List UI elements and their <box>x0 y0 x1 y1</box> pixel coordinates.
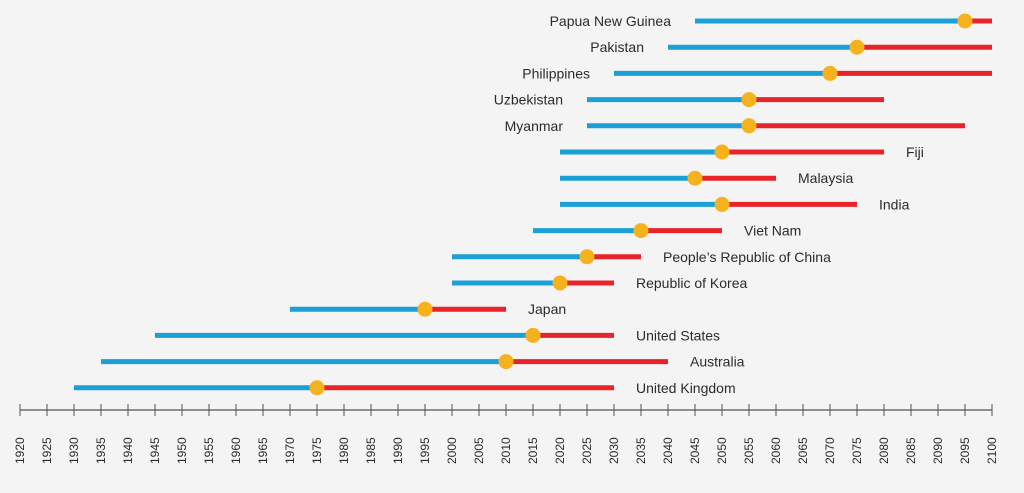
country-label: Malaysia <box>798 170 853 186</box>
country-row: People’s Republic of China <box>452 249 831 265</box>
marker-dot <box>309 380 325 396</box>
x-tick-label: 2000 <box>445 437 459 464</box>
x-tick-label: 1960 <box>229 437 243 464</box>
country-label: Myanmar <box>505 118 564 134</box>
country-label: Australia <box>690 354 745 370</box>
x-tick-label: 1920 <box>13 437 27 464</box>
x-tick-label: 2035 <box>634 437 648 464</box>
x-tick-label: 1990 <box>391 437 405 464</box>
x-tick-label: 2045 <box>688 437 702 464</box>
x-tick-label: 2030 <box>607 437 621 464</box>
country-label: Viet Nam <box>744 223 801 239</box>
x-tick-label: 2095 <box>958 437 972 464</box>
country-label: United States <box>636 327 720 343</box>
marker-dot <box>741 92 757 108</box>
x-tick-label: 2020 <box>553 437 567 464</box>
x-tick-label: 2075 <box>850 437 864 464</box>
country-label: Republic of Korea <box>636 275 748 291</box>
country-label: Philippines <box>522 65 590 81</box>
x-tick-label: 1975 <box>310 437 324 464</box>
country-row: India <box>560 196 910 212</box>
x-tick-label: 1980 <box>337 437 351 464</box>
x-tick-label: 1995 <box>418 437 432 464</box>
country-label: Papua New Guinea <box>550 13 672 29</box>
x-tick-label: 2005 <box>472 437 486 464</box>
x-tick-label: 2025 <box>580 437 594 464</box>
x-tick-label: 2015 <box>526 437 540 464</box>
country-label: People’s Republic of China <box>663 249 831 265</box>
x-tick-label: 1955 <box>202 437 216 464</box>
marker-dot <box>957 13 973 29</box>
marker-dot <box>498 354 514 370</box>
marker-dot <box>579 249 595 265</box>
marker-dot <box>633 223 649 239</box>
x-tick-label: 2060 <box>769 437 783 464</box>
x-tick-label: 1940 <box>121 437 135 464</box>
x-axis: 1920 1925 1930 1935 1940 1945 1950 1955 1960 1965… <box>13 404 999 464</box>
country-row: Philippines <box>522 65 992 81</box>
x-tick-label: 2090 <box>931 437 945 464</box>
country-row: Fiji <box>560 144 924 160</box>
country-label: Uzbekistan <box>494 92 563 108</box>
x-tick-label: 1930 <box>67 437 81 464</box>
country-label: Fiji <box>906 144 924 160</box>
x-tick-label: 2100 <box>985 437 999 464</box>
country-row: Myanmar <box>505 118 965 134</box>
country-label: United Kingdom <box>636 380 736 396</box>
marker-dot <box>714 196 730 212</box>
marker-dot <box>417 301 433 317</box>
marker-dot <box>687 170 703 186</box>
country-row: United Kingdom <box>74 380 736 396</box>
country-row: Malaysia <box>560 170 853 186</box>
country-label: Pakistan <box>590 39 644 55</box>
x-tick-label: 1985 <box>364 437 378 464</box>
country-row: Japan <box>290 301 566 317</box>
x-tick-label: 1970 <box>283 437 297 464</box>
x-tick-label: 2085 <box>904 437 918 464</box>
country-row: Pakistan <box>590 39 992 55</box>
marker-dot <box>714 144 730 160</box>
x-tick-label: 2050 <box>715 437 729 464</box>
x-tick-label: 2065 <box>796 437 810 464</box>
marker-dot <box>552 275 568 291</box>
x-tick-label: 1925 <box>40 437 54 464</box>
country-label: Japan <box>528 301 566 317</box>
country-row: Australia <box>101 354 745 370</box>
x-tick-label: 1950 <box>175 437 189 464</box>
country-row: Viet Nam <box>533 223 801 239</box>
marker-dot <box>741 118 757 134</box>
x-tick-label: 1945 <box>148 437 162 464</box>
country-row: Uzbekistan <box>494 92 884 108</box>
x-tick-label: 2055 <box>742 437 756 464</box>
marker-dot <box>525 327 541 343</box>
x-tick-label: 2080 <box>877 437 891 464</box>
x-tick-label: 1935 <box>94 437 108 464</box>
marker-dot <box>849 39 865 55</box>
x-tick-label: 1965 <box>256 437 270 464</box>
country-row: United States <box>155 327 720 343</box>
x-tick-label: 2040 <box>661 437 675 464</box>
x-tick-label: 2010 <box>499 437 513 464</box>
country-label: India <box>879 196 910 212</box>
country-row: Papua New Guinea <box>550 13 992 29</box>
x-tick-label: 2070 <box>823 437 837 464</box>
marker-dot <box>822 65 838 81</box>
country-row: Republic of Korea <box>452 275 748 291</box>
